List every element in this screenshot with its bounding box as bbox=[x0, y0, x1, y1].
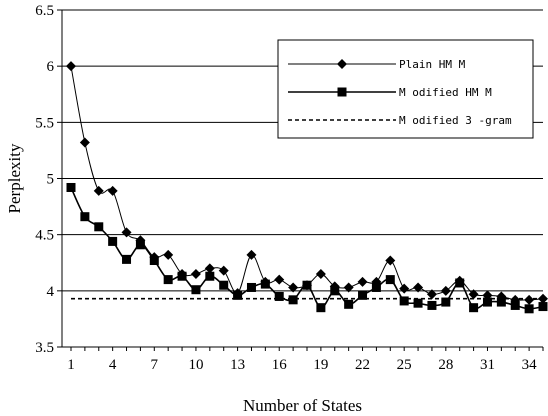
x-tick-label: 19 bbox=[313, 357, 328, 373]
data-point bbox=[413, 282, 424, 293]
data-point bbox=[190, 268, 201, 279]
legend-box bbox=[277, 39, 534, 139]
x-tick-label: 16 bbox=[272, 357, 288, 373]
data-point bbox=[344, 299, 354, 309]
data-point bbox=[288, 295, 298, 305]
data-point bbox=[343, 282, 354, 293]
data-point bbox=[385, 255, 396, 266]
series-layer bbox=[66, 61, 548, 314]
legend: Plain HM M M odified HM M M odified 3 -gra… bbox=[277, 39, 534, 139]
data-point bbox=[122, 254, 132, 264]
x-tick-label: 7 bbox=[151, 357, 159, 373]
x-tick-label: 13 bbox=[230, 357, 245, 373]
legend-label: M odified HM M bbox=[399, 86, 492, 99]
data-point bbox=[233, 290, 243, 300]
data-point bbox=[177, 271, 187, 281]
y-tick-label: 5.5 bbox=[35, 115, 54, 131]
data-point bbox=[204, 263, 215, 274]
data-point bbox=[66, 182, 76, 192]
data-point bbox=[66, 61, 76, 72]
data-point bbox=[274, 274, 285, 285]
data-point bbox=[135, 240, 145, 250]
data-point bbox=[358, 290, 368, 300]
y-tick-label: 4 bbox=[47, 284, 55, 300]
data-point bbox=[191, 285, 201, 295]
legend-label: Plain HM M bbox=[399, 58, 466, 71]
data-point bbox=[496, 297, 506, 307]
legend-entry: M odified 3 -gram bbox=[288, 114, 512, 127]
legend-items: Plain HM M M odified HM M M odified 3 -gra… bbox=[288, 58, 512, 127]
x-tick-labels: 1 4 7 10 13 16 19 22 25 28 31 34 bbox=[67, 347, 544, 373]
data-point bbox=[371, 282, 381, 292]
data-point bbox=[107, 185, 118, 196]
x-axis-title: Number of States bbox=[243, 396, 362, 415]
data-point bbox=[219, 280, 229, 290]
data-point bbox=[260, 279, 270, 289]
x-tick-label: 28 bbox=[438, 357, 453, 373]
data-point bbox=[468, 289, 479, 300]
data-point bbox=[79, 137, 90, 148]
legend-marker bbox=[337, 87, 347, 97]
x-tick-label: 34 bbox=[522, 357, 538, 373]
data-point bbox=[246, 249, 257, 260]
y-tick-label: 3.5 bbox=[35, 340, 54, 356]
data-point bbox=[413, 298, 423, 308]
data-point bbox=[121, 227, 132, 238]
data-point bbox=[427, 300, 437, 310]
data-point bbox=[469, 303, 479, 313]
data-point bbox=[482, 297, 492, 307]
series-1 bbox=[66, 182, 548, 314]
data-point bbox=[108, 236, 118, 246]
y-tick-label: 5 bbox=[47, 172, 55, 188]
data-point bbox=[94, 222, 104, 232]
data-point bbox=[510, 300, 520, 310]
data-point bbox=[80, 212, 90, 222]
data-point bbox=[330, 286, 340, 296]
x-tick-label: 22 bbox=[355, 357, 370, 373]
data-point bbox=[440, 285, 451, 296]
data-point bbox=[399, 283, 410, 294]
data-point bbox=[524, 294, 535, 305]
data-point bbox=[524, 304, 534, 314]
x-tick-label: 1 bbox=[67, 357, 75, 373]
x-tick-label: 4 bbox=[109, 357, 117, 373]
y-tick-label: 6.5 bbox=[35, 3, 54, 19]
data-point bbox=[385, 275, 395, 285]
data-point bbox=[316, 303, 326, 313]
data-point bbox=[163, 249, 174, 260]
x-tick-label: 25 bbox=[397, 357, 412, 373]
legend-marker bbox=[337, 59, 347, 69]
y-axis-title: Perplexity bbox=[5, 143, 24, 213]
legend-entry: M odified HM M bbox=[288, 86, 492, 99]
data-point bbox=[163, 275, 173, 285]
y-tick-label: 6 bbox=[47, 59, 55, 75]
data-point bbox=[357, 276, 368, 287]
data-point bbox=[288, 282, 299, 293]
data-point bbox=[218, 265, 229, 276]
data-point bbox=[274, 291, 284, 301]
y-tick-labels: 3.5 4 4.5 5 5.5 6 6.5 bbox=[35, 3, 62, 356]
data-point bbox=[455, 278, 465, 288]
data-point bbox=[538, 302, 548, 312]
data-point bbox=[149, 256, 159, 266]
x-tick-label: 10 bbox=[188, 357, 203, 373]
data-point bbox=[246, 282, 256, 292]
data-point bbox=[426, 289, 437, 300]
y-tick-label: 4.5 bbox=[35, 228, 54, 244]
x-tick-label: 31 bbox=[480, 357, 495, 373]
data-point bbox=[315, 268, 326, 279]
legend-label: M odified 3 -gram bbox=[399, 114, 512, 127]
data-point bbox=[302, 280, 312, 290]
data-point bbox=[441, 297, 451, 307]
data-point bbox=[93, 185, 104, 196]
data-point bbox=[399, 296, 409, 306]
data-point bbox=[205, 271, 215, 281]
legend-entry: Plain HM M bbox=[288, 58, 466, 71]
